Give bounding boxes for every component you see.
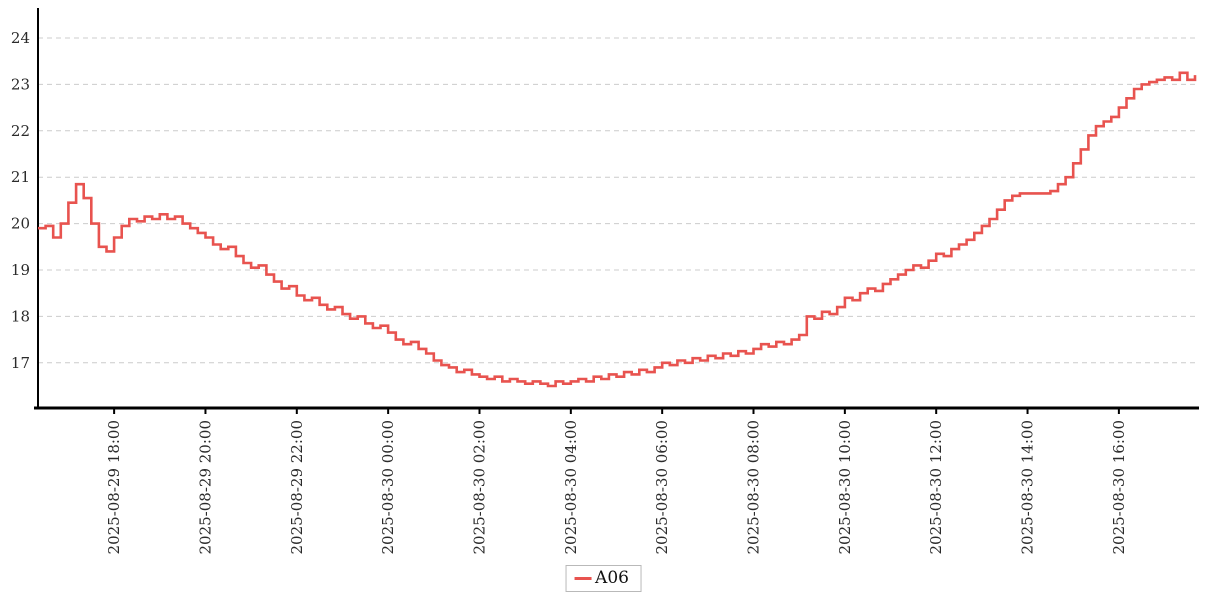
legend-label: A06 (595, 568, 629, 588)
y-tick-label: 23 (11, 75, 30, 93)
y-tick-label: 21 (11, 168, 30, 186)
y-tick-label: 18 (11, 307, 30, 325)
legend-line-swatch (574, 576, 592, 580)
x-tick-label: 2025-08-30 16:00 (1110, 420, 1128, 554)
x-tick-label: 2025-08-29 18:00 (105, 420, 123, 554)
y-tick-label: 22 (11, 122, 30, 140)
x-tick-label: 2025-08-29 20:00 (196, 420, 214, 554)
x-tick-label: 2025-08-30 12:00 (927, 420, 945, 554)
y-tick-label: 17 (11, 354, 30, 372)
x-tick-label: 2025-08-29 22:00 (288, 420, 306, 554)
x-tick-label: 2025-08-30 06:00 (653, 420, 671, 554)
x-tick-label: 2025-08-30 00:00 (379, 420, 397, 554)
y-tick-label: 24 (11, 29, 30, 47)
x-tick-label: 2025-08-30 14:00 (1019, 420, 1037, 554)
x-tick-label: 2025-08-30 10:00 (836, 420, 854, 554)
x-tick-label: 2025-08-30 08:00 (745, 420, 763, 554)
series-line-a06[interactable] (38, 71, 1197, 388)
x-tick-label: 2025-08-30 04:00 (562, 420, 580, 554)
y-tick-label: 20 (11, 215, 30, 233)
legend-a06[interactable]: A06 (565, 565, 642, 592)
x-tick-label: 2025-08-30 02:00 (470, 420, 488, 554)
y-tick-label: 19 (11, 261, 30, 279)
